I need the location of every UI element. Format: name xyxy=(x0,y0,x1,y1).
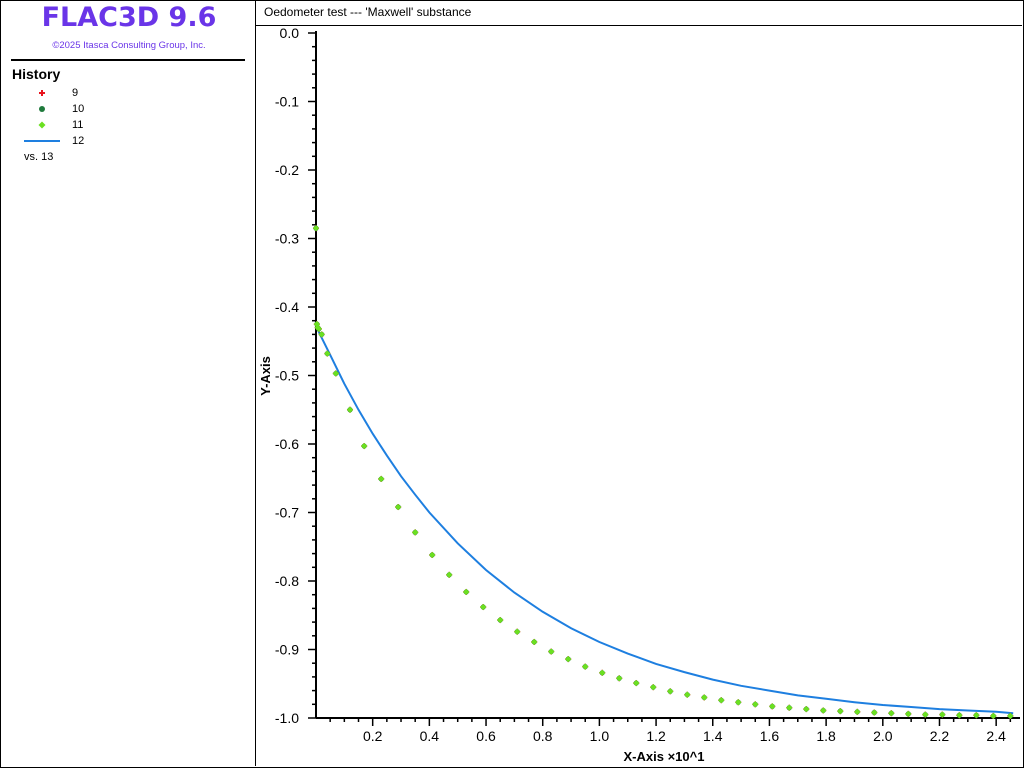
x-tick-label: 2.0 xyxy=(873,728,893,744)
series-11-point xyxy=(599,669,606,676)
y-tick-label: -0.5 xyxy=(275,368,299,384)
legend-label: 11 xyxy=(72,119,84,131)
x-tick-label: 2.4 xyxy=(986,728,1006,744)
series-11-point xyxy=(633,679,640,687)
series-11-point xyxy=(346,406,354,413)
series-11-point xyxy=(922,711,929,718)
series-11-point xyxy=(428,551,436,559)
series-11-point xyxy=(582,663,589,670)
x-axis-label: X-Axis ×10^1 xyxy=(624,749,705,764)
series-layer xyxy=(312,225,1014,720)
series-11-point xyxy=(616,675,623,682)
divider xyxy=(11,59,245,61)
legend-item-12: 12 xyxy=(0,134,250,148)
series-11-point xyxy=(480,603,487,611)
axis-labels: X-Axis ×10^1 Y-Axis xyxy=(258,356,704,764)
series-11-point xyxy=(360,442,368,450)
series-11-point xyxy=(394,503,402,511)
y-tick-label: -0.9 xyxy=(275,642,299,658)
series-11-point xyxy=(514,628,521,635)
series-11-point xyxy=(990,712,997,720)
legend-label: 10 xyxy=(72,103,85,115)
x-tick-label: 1.2 xyxy=(646,728,666,744)
x-tick-label: 1.8 xyxy=(816,728,836,744)
y-tick-label: -0.3 xyxy=(275,231,299,247)
series-11-point xyxy=(312,225,320,232)
x-tick-label: 0.4 xyxy=(420,728,440,744)
series-11-point xyxy=(684,691,691,698)
line-icon xyxy=(24,140,60,142)
axes: 0.0 -0.1 -0.2 -0.3 -0.4 -0.5 -0.6 -0.7 -0.8 -0.9 -… xyxy=(275,26,1020,744)
series-11-point xyxy=(973,712,980,719)
legend-vs-label: vs. 13 xyxy=(24,151,54,163)
series-11-point xyxy=(735,699,742,706)
plot-title-bar: Oedometer test --- 'Maxwell' substance xyxy=(256,0,1022,26)
x-tick-label: 0.2 xyxy=(363,728,383,744)
series-11-point xyxy=(377,475,385,483)
series-11-point xyxy=(445,571,453,579)
x-tick-label: 2.2 xyxy=(930,728,950,744)
legend-title: History xyxy=(12,66,61,82)
series-11-point xyxy=(315,325,323,333)
x-tick-label: 1.4 xyxy=(703,728,723,744)
series-11-point xyxy=(667,688,674,695)
series-11-point xyxy=(497,616,504,624)
series-11-point xyxy=(565,655,572,663)
y-tick-label: -0.4 xyxy=(275,299,299,315)
series-11-point xyxy=(718,696,725,704)
series-11-point xyxy=(332,370,340,377)
y-tick-label: -0.7 xyxy=(275,505,299,521)
series-11-point xyxy=(313,320,321,328)
y-tick-label: -0.8 xyxy=(275,573,299,589)
series-11-point xyxy=(769,703,776,710)
y-tick-label: -0.1 xyxy=(275,94,299,110)
series-11-point xyxy=(854,708,861,716)
chart: 0.0 -0.1 -0.2 -0.3 -0.4 -0.5 -0.6 -0.7 -0.8 -0.9 -… xyxy=(258,26,1020,764)
legend-label: 9 xyxy=(72,87,79,99)
y-tick-label: -1.0 xyxy=(275,710,299,726)
series-11-point xyxy=(463,588,470,596)
diamond-icon xyxy=(38,121,46,129)
series-12-line xyxy=(315,325,1014,715)
series-11-point xyxy=(837,707,844,715)
y-tick-label: -0.2 xyxy=(275,162,299,178)
series-11-point xyxy=(786,704,793,711)
series-11-point xyxy=(888,710,895,717)
series-11-point xyxy=(956,712,963,719)
y-axis-label: Y-Axis xyxy=(258,356,273,396)
legend-item-9: 9 xyxy=(0,86,250,100)
series-11-point xyxy=(411,529,419,536)
circle-icon xyxy=(39,106,45,112)
y-tick-label: 0.0 xyxy=(280,26,300,41)
y-tick-label: -0.6 xyxy=(275,436,299,452)
x-tick-label: 0.6 xyxy=(476,728,496,744)
legend-item-11: 11 xyxy=(0,118,250,132)
x-tick-label: 0.8 xyxy=(533,728,553,744)
plot-title: Oedometer test --- 'Maxwell' substance xyxy=(264,5,472,19)
series-11-point xyxy=(701,694,708,701)
x-tick-label: 1.0 xyxy=(590,728,610,744)
legend-item-10: 10 xyxy=(0,102,250,116)
app-title: FLAC3D 9.6 xyxy=(41,2,217,33)
series-11-point xyxy=(1007,712,1014,720)
x-tick-label: 1.6 xyxy=(760,728,780,744)
series-11-point xyxy=(650,683,657,691)
series-11-point xyxy=(803,705,810,713)
legend-label: 12 xyxy=(72,135,85,147)
series-11-point xyxy=(939,711,946,718)
copyright-text: ©2025 Itasca Consulting Group, Inc. xyxy=(52,40,206,51)
series-11-point xyxy=(820,707,827,714)
series-11-point xyxy=(318,331,325,338)
legend-panel: FLAC3D 9.6 ©2025 Itasca Consulting Group… xyxy=(0,0,256,766)
series-11-point xyxy=(548,648,555,655)
series-11-point xyxy=(905,710,912,718)
cross-icon xyxy=(39,90,45,96)
series-11-point xyxy=(871,709,878,716)
series-11-point xyxy=(324,350,331,357)
series-11-point xyxy=(531,638,538,646)
series-11-point xyxy=(752,701,759,708)
